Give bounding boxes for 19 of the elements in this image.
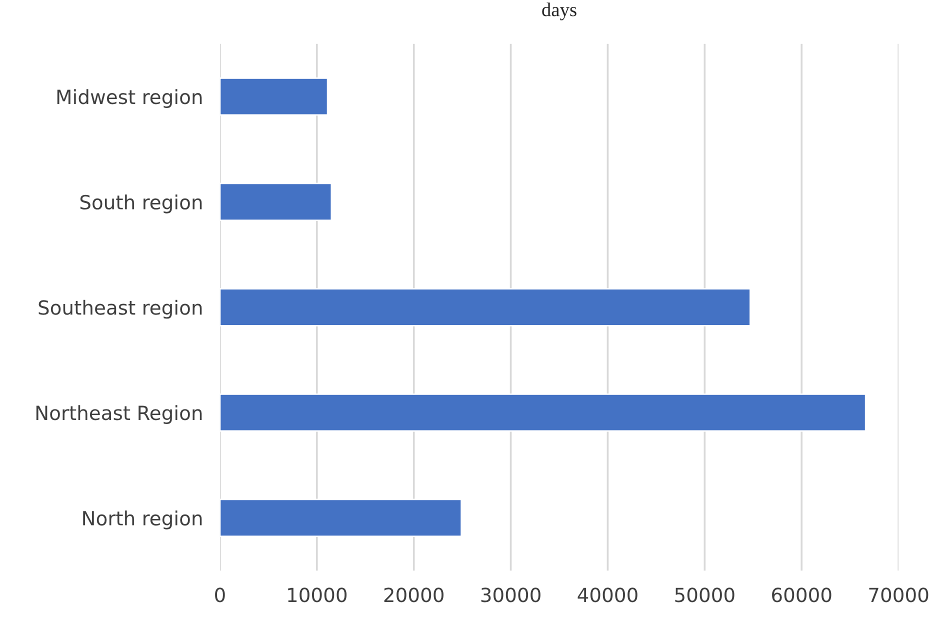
x-tick-label: 60000: [772, 588, 832, 602]
x-tick-label: 30000: [481, 588, 540, 602]
x-tick-label: 40000: [578, 588, 638, 602]
bar: [220, 77, 328, 116]
bar: [220, 498, 462, 538]
x-tick-label: 0: [215, 588, 225, 602]
y-tick-label: Southeast region: [38, 300, 202, 319]
bar: [220, 288, 751, 326]
chart-title: days: [542, 2, 576, 20]
bar: [220, 182, 332, 222]
x-tick-label: 70000: [869, 588, 928, 602]
y-tick-label: North region: [83, 510, 202, 530]
y-tick-label: Northeast Region: [36, 405, 202, 424]
x-tick-label: 50000: [675, 588, 734, 602]
x-tick-label: 20000: [384, 588, 444, 602]
x-tick-label: 10000: [288, 588, 347, 602]
bar: [220, 393, 866, 432]
y-tick-label: South region: [80, 194, 202, 214]
y-tick-label: Midwest region: [57, 89, 202, 108]
